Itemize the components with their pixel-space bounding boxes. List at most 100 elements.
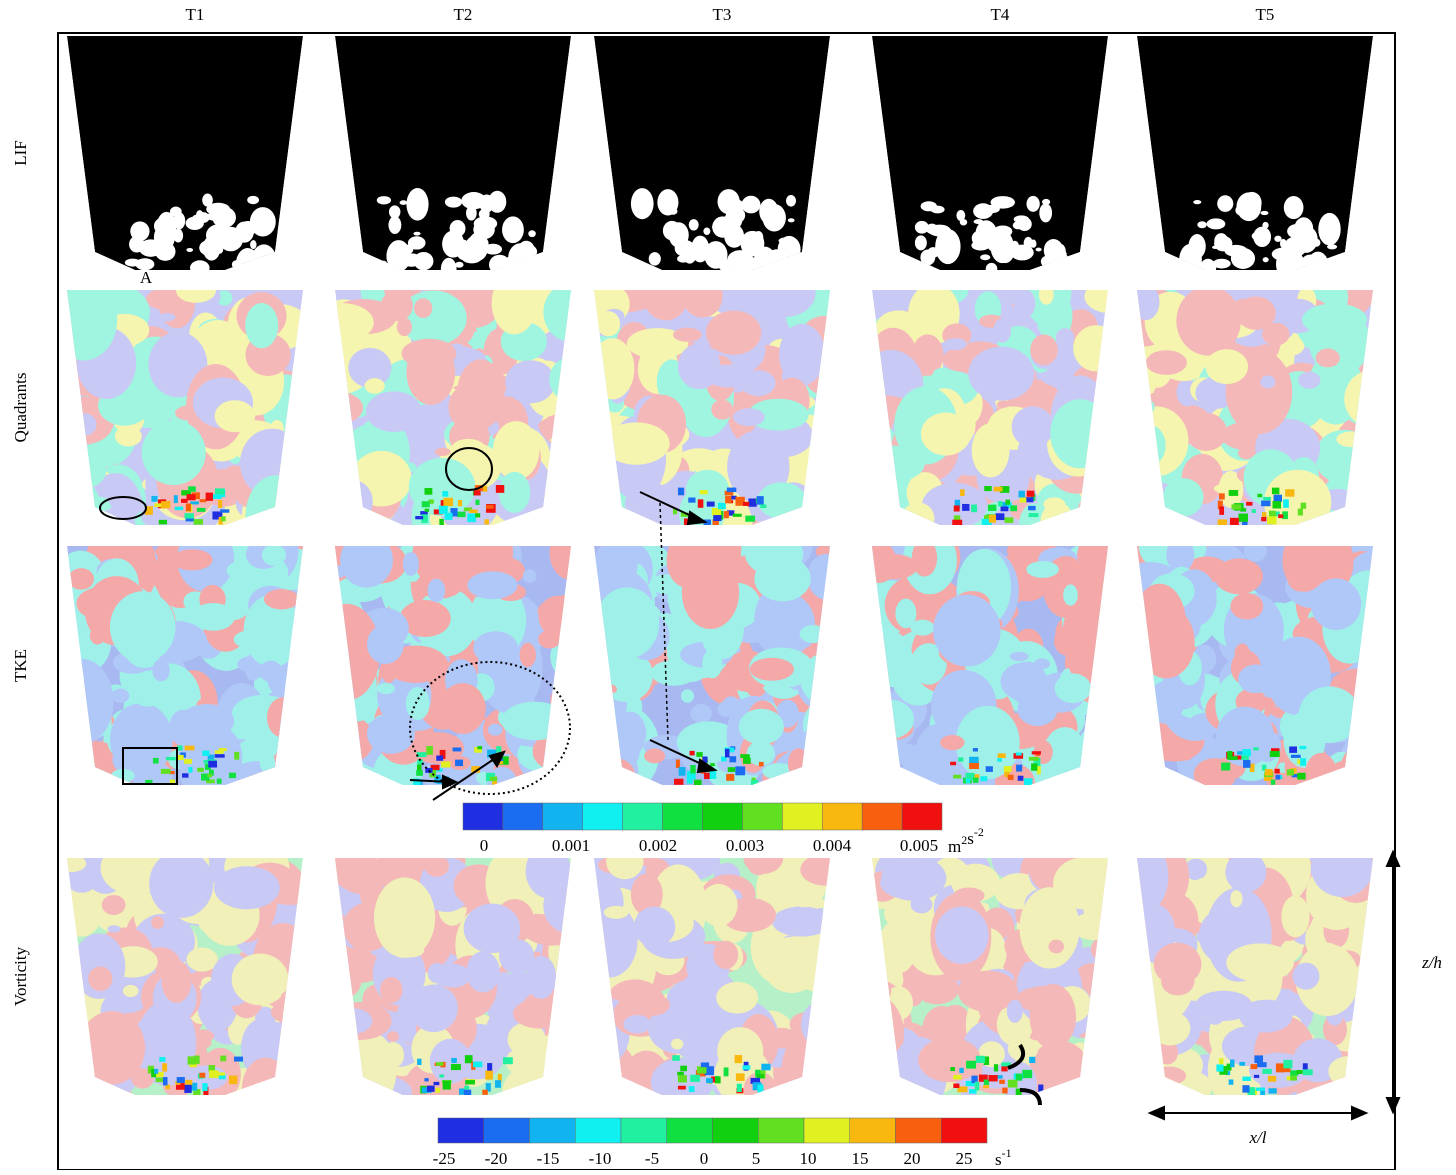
hot-spot	[952, 519, 963, 525]
field-panel	[67, 858, 303, 1095]
patch	[156, 211, 177, 240]
patch	[435, 963, 471, 988]
colorbar-swatch	[901, 802, 943, 831]
patch	[525, 955, 557, 1000]
hot-spot	[205, 492, 214, 501]
hot-spot	[147, 1065, 154, 1074]
panel-background	[1137, 36, 1373, 270]
colorbar-swatch	[437, 1117, 484, 1144]
hot-spot	[174, 506, 184, 511]
patch	[67, 902, 82, 925]
patch	[1090, 937, 1108, 961]
patch	[1050, 399, 1108, 469]
patch	[1318, 212, 1341, 246]
patch	[781, 1034, 828, 1095]
patch	[335, 668, 348, 683]
hot-spot	[159, 1056, 166, 1062]
hot-spot	[686, 770, 696, 780]
patch	[1230, 890, 1243, 908]
patch	[1137, 398, 1155, 416]
hot-spot	[421, 514, 428, 523]
hot-spot	[995, 513, 1005, 521]
hot-spot	[713, 515, 722, 521]
hot-spot	[984, 486, 992, 492]
patch	[1214, 233, 1229, 249]
patch	[547, 494, 571, 521]
patch	[914, 235, 927, 251]
hot-spot	[732, 513, 742, 517]
patch	[925, 223, 938, 235]
patch	[1013, 215, 1030, 224]
hot-spot	[1228, 490, 1239, 496]
unit-exponent: -1	[1002, 1146, 1012, 1160]
hot-spot	[467, 513, 476, 523]
patch	[442, 230, 465, 258]
patch	[743, 858, 784, 874]
patch	[412, 546, 463, 586]
hot-spot	[499, 756, 509, 765]
patch	[429, 1038, 471, 1084]
patch	[541, 481, 571, 522]
hot-spot	[978, 1074, 988, 1082]
patch	[932, 367, 954, 383]
hot-spot	[1003, 766, 1012, 772]
hot-spot	[694, 779, 702, 785]
field-panel	[335, 36, 571, 270]
hot-spot	[216, 778, 222, 784]
patch	[501, 701, 569, 741]
patch	[243, 594, 302, 668]
hot-spot	[735, 766, 746, 776]
patch	[263, 589, 300, 610]
field-panel	[335, 546, 571, 785]
hot-spot	[207, 754, 215, 763]
hot-spot	[206, 779, 215, 784]
hot-spot	[1001, 1066, 1008, 1072]
hot-spot	[972, 777, 979, 783]
patch	[507, 1022, 546, 1057]
hot-spot	[953, 1083, 960, 1089]
colorbar-swatch	[742, 802, 783, 831]
unit-base: s	[967, 829, 974, 848]
hot-spot	[760, 504, 767, 508]
patch	[502, 216, 524, 244]
field-panel	[594, 858, 830, 1095]
patch	[406, 187, 429, 221]
patch	[266, 697, 300, 738]
patch	[1185, 412, 1228, 452]
patch	[67, 477, 101, 525]
hot-spot	[1261, 517, 1267, 522]
patch	[67, 452, 107, 489]
patch	[130, 221, 150, 242]
patch	[388, 216, 402, 234]
patch	[1356, 482, 1373, 504]
patch	[808, 1016, 830, 1052]
hot-spot	[675, 759, 680, 768]
hot-spot	[672, 508, 678, 515]
patch	[1328, 1056, 1368, 1087]
patch	[1315, 348, 1340, 368]
patch	[155, 241, 176, 261]
hot-spot	[475, 499, 480, 505]
patch	[173, 228, 184, 243]
hot-spot	[218, 1074, 226, 1080]
patch	[386, 1031, 399, 1042]
patch	[872, 994, 904, 1073]
patch	[1010, 244, 1034, 261]
patch	[819, 955, 830, 975]
patch	[677, 907, 693, 919]
patch	[1137, 461, 1157, 488]
hot-spot	[1036, 766, 1041, 775]
hot-spot	[756, 496, 764, 505]
hot-spot	[953, 515, 961, 524]
patch	[990, 196, 1016, 209]
hot-spot	[442, 491, 449, 497]
patch	[212, 206, 236, 228]
patch	[881, 487, 901, 498]
patch	[281, 388, 303, 414]
hot-spot	[199, 499, 207, 503]
patch	[365, 391, 422, 433]
hot-spot	[464, 1055, 473, 1064]
patch	[688, 219, 699, 231]
patch	[602, 422, 670, 465]
hot-spot	[721, 756, 727, 762]
